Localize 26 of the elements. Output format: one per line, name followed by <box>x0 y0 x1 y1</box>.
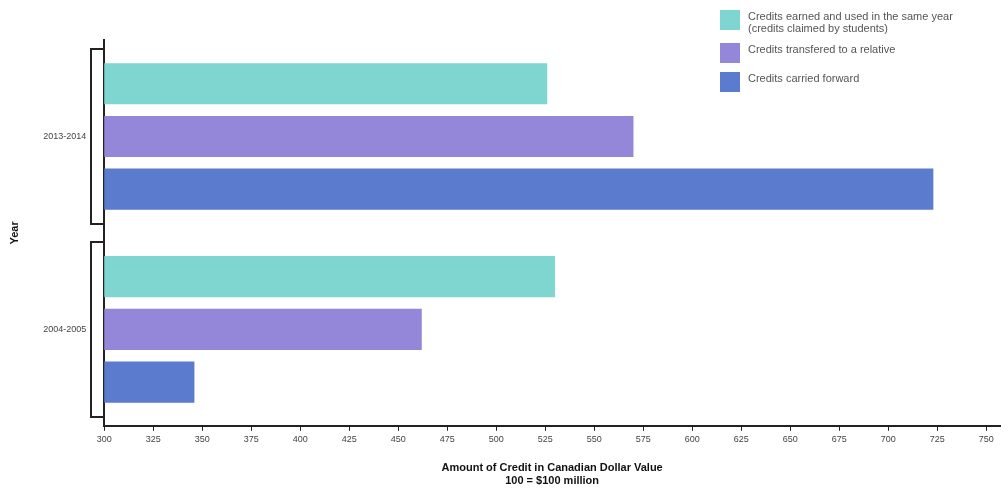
x-tick-label: 625 <box>733 433 749 444</box>
x-tick-label: 575 <box>635 433 651 444</box>
x-tick-label: 300 <box>96 433 112 444</box>
x-tick-label: 400 <box>292 433 308 444</box>
x-tick-label: 500 <box>488 433 504 444</box>
x-tick-label: 375 <box>243 433 259 444</box>
x-tick-label: 550 <box>586 433 602 444</box>
x-tick-label: 750 <box>978 433 994 444</box>
x-tick-label: 475 <box>439 433 455 444</box>
x-tick-label: 725 <box>929 433 945 444</box>
y-tick-label: 2013-2014 <box>43 130 87 141</box>
x-axis-title: Amount of Credit in Canadian Dollar Value 100 = $100 million <box>441 461 663 487</box>
legend-label: Credits earned and used in the same year (credits claimed by students) <box>748 10 954 34</box>
x-tick-label: 700 <box>880 433 896 444</box>
legend-label: Credits transfered to a relative <box>748 43 896 55</box>
x-tick-label: 650 <box>782 433 798 444</box>
y-tick-label: 2004-2005 <box>43 323 87 334</box>
x-tick-label: 675 <box>831 433 847 444</box>
x-tick-label: 450 <box>390 433 406 444</box>
x-tick-label: 350 <box>194 433 210 444</box>
x-tick-label: 600 <box>684 433 700 444</box>
x-tick-label: 425 <box>341 433 357 444</box>
x-tick-label: 325 <box>145 433 161 444</box>
legend-label: Credits carried forward <box>748 72 860 84</box>
x-tick-label: 525 <box>537 433 553 444</box>
y-axis-title: Year <box>7 220 20 245</box>
